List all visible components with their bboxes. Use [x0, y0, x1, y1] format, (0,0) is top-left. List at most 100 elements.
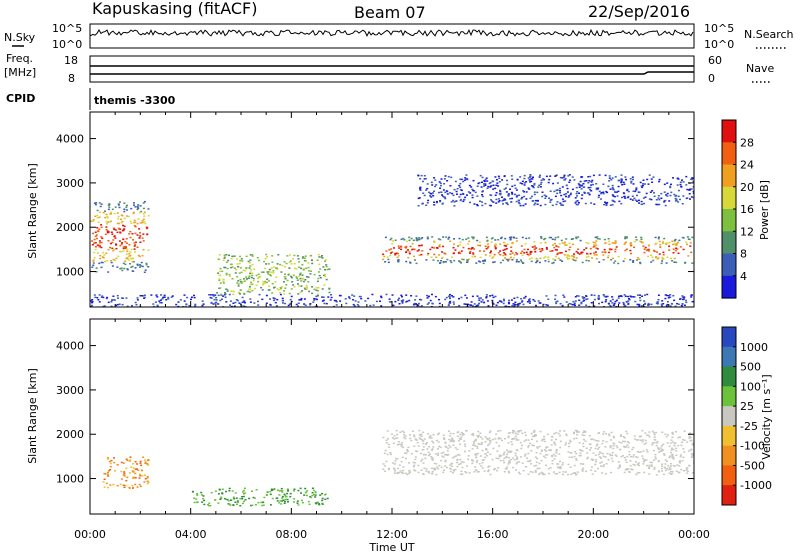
- scatter-cell: [313, 288, 316, 291]
- scatter-cell: [582, 467, 585, 469]
- scatter-cell: [449, 467, 452, 470]
- scatter-cell: [125, 458, 128, 460]
- scatter-cell: [596, 237, 599, 240]
- scatter-cell: [688, 464, 691, 467]
- colorbar-tick-label: 24: [740, 159, 754, 172]
- scatter-cell: [95, 237, 98, 240]
- scatter-cell: [463, 440, 466, 442]
- scatter-cell: [492, 296, 495, 299]
- scatter-cell: [516, 178, 519, 181]
- scatter-cell: [143, 474, 146, 476]
- scatter-cell: [97, 299, 100, 301]
- scatter-cell: [465, 261, 468, 263]
- scatter-cell: [556, 466, 559, 468]
- scatter-cell: [514, 193, 516, 196]
- scatter-cell: [667, 434, 669, 436]
- scatter-cell: [413, 255, 416, 258]
- scatter-cell: [556, 253, 559, 255]
- scatter-cell: [251, 274, 254, 277]
- scatter-cell: [563, 178, 566, 181]
- scatter-cell: [225, 261, 228, 263]
- scatter-cell: [492, 447, 495, 450]
- scatter-cell: [519, 441, 522, 444]
- scatter-cell: [531, 246, 534, 248]
- scatter-cell: [233, 497, 236, 500]
- scatter-cell: [605, 295, 608, 298]
- scatter-cell: [110, 242, 112, 245]
- scatter-cell: [682, 456, 685, 458]
- scatter-cell: [467, 303, 470, 306]
- scatter-cell: [686, 197, 689, 199]
- scatter-cell: [604, 300, 607, 303]
- scatter-cell: [614, 176, 617, 178]
- scatter-cell: [101, 295, 104, 297]
- scatter-cell: [276, 500, 279, 502]
- scatter-cell: [490, 250, 492, 252]
- scatter-cell: [122, 250, 125, 252]
- scatter-cell: [491, 299, 494, 302]
- scatter-cell: [306, 490, 309, 492]
- scatter-cell: [681, 303, 684, 305]
- scatter-cell: [648, 473, 651, 475]
- scatter-cell: [511, 185, 514, 188]
- scatter-cell: [502, 199, 505, 201]
- scatter-cell: [413, 248, 416, 251]
- scatter-cell: [147, 214, 150, 217]
- scatter-cell: [567, 463, 570, 466]
- scatter-cell: [597, 187, 600, 189]
- scatter-cell: [295, 276, 298, 278]
- scatter-cell: [133, 245, 136, 247]
- scatter-cell: [521, 196, 524, 199]
- scatter-cell: [570, 238, 573, 240]
- scatter-cell: [535, 247, 538, 249]
- scatter-cell: [107, 475, 110, 477]
- scatter-cell: [386, 430, 389, 432]
- scatter-cell: [577, 248, 580, 250]
- scatter-cell: [573, 432, 575, 435]
- scatter-cell: [565, 301, 568, 303]
- scatter-cell: [321, 296, 323, 298]
- scatter-cell: [407, 249, 409, 251]
- scatter-cell: [617, 190, 620, 193]
- scatter-cell: [380, 295, 383, 298]
- nave-trace: [90, 71, 694, 75]
- scatter-cell: [582, 300, 585, 302]
- scatter-cell: [606, 191, 609, 194]
- scatter-cell: [632, 296, 635, 298]
- scatter-cell: [500, 301, 503, 303]
- scatter-cell: [623, 183, 626, 185]
- scatter-cell: [634, 461, 637, 463]
- colorbar-segment: [722, 209, 736, 232]
- scatter-cell: [228, 293, 231, 296]
- scatter-cell: [520, 301, 523, 303]
- scatter-cell: [556, 192, 559, 195]
- scatter-cell: [107, 249, 110, 251]
- scatter-cell: [537, 186, 540, 188]
- scatter-cell: [551, 262, 554, 265]
- scatter-cell: [134, 221, 137, 223]
- scatter-cell: [393, 438, 396, 440]
- scatter-cell: [581, 434, 584, 436]
- scatter-cell: [384, 470, 387, 472]
- scatter-cell: [610, 457, 613, 460]
- scatter-cell: [516, 430, 519, 433]
- scatter-cell: [239, 255, 242, 258]
- scatter-cell: [668, 245, 671, 247]
- scatter-cell: [692, 192, 694, 194]
- scatter-cell: [666, 467, 668, 470]
- scatter-cell: [581, 470, 584, 472]
- scatter-cell: [439, 200, 442, 202]
- scatter-cell: [428, 472, 430, 474]
- scatter-cell: [574, 304, 576, 307]
- scatter-cell: [602, 191, 605, 193]
- scatter-cell: [692, 190, 694, 193]
- scatter-cell: [316, 298, 318, 301]
- scatter-cell: [142, 218, 145, 221]
- scatter-cell: [614, 242, 617, 245]
- scatter-cell: [107, 474, 109, 476]
- scatter-cell: [120, 222, 123, 224]
- scatter-cell: [595, 187, 598, 189]
- scatter-cell: [94, 215, 97, 217]
- scatter-cell: [96, 227, 99, 229]
- scatter-cell: [297, 293, 300, 295]
